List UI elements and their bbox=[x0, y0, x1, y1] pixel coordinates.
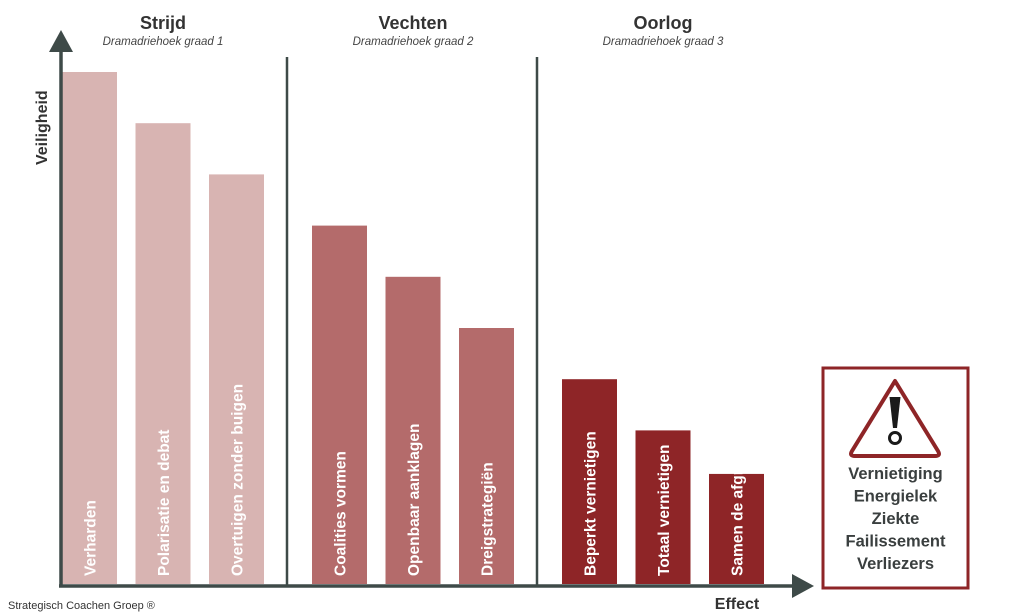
bar-label: Samen de afgrond in bbox=[730, 423, 747, 576]
group-subtitle: Dramadriehoek graad 3 bbox=[603, 36, 724, 48]
group-title: Oorlog bbox=[634, 13, 693, 33]
warning-text: Vernietiging Energielek Ziekte Failissement… bbox=[846, 465, 946, 573]
warning-line: Failissement bbox=[846, 533, 946, 551]
y-axis-arrow-icon bbox=[49, 30, 73, 52]
group-title: Vechten bbox=[378, 13, 447, 33]
warning-line: Verliezers bbox=[857, 555, 934, 573]
bar-label: Polarisatie en debat bbox=[156, 430, 173, 576]
bars: Verharden Polarisatie en debat Overtuigen … bbox=[62, 72, 764, 584]
group-subtitle: Dramadriehoek graad 1 bbox=[103, 36, 224, 48]
x-axis-label: Effect bbox=[715, 596, 760, 613]
y-axis-label: Veiligheid bbox=[34, 90, 51, 165]
bar-label: Beperkt vernietigen bbox=[583, 431, 600, 576]
warning-triangle-icon bbox=[849, 379, 941, 458]
bar bbox=[709, 473, 764, 584]
bar bbox=[135, 123, 191, 584]
bar bbox=[385, 276, 441, 584]
bar bbox=[562, 379, 617, 584]
group-title: Strijd bbox=[140, 13, 186, 33]
bar-label: Coalities vormen bbox=[333, 451, 350, 576]
axes: Veiligheid Effect bbox=[34, 30, 814, 613]
footer-credit: Strategisch Coachen Groep ® bbox=[8, 600, 155, 612]
bar-label: Verharden bbox=[83, 500, 100, 576]
group-dividers bbox=[285, 57, 539, 586]
bar bbox=[635, 430, 691, 584]
bar bbox=[209, 174, 264, 584]
bar-label: Totaal vernietigen bbox=[656, 445, 673, 577]
warning-box: Vernietiging Energielek Ziekte Failissement… bbox=[821, 366, 970, 590]
warning-line: Ziekte bbox=[872, 510, 920, 528]
group-subtitle: Dramadriehoek graad 2 bbox=[353, 36, 474, 48]
bar bbox=[312, 225, 367, 584]
warning-line: Vernietiging bbox=[848, 465, 942, 483]
bar-label: Dreigstrategiën bbox=[480, 462, 497, 576]
group-titles: Strijd Dramadriehoek graad 1 Vechten Dramad… bbox=[103, 13, 724, 48]
bar bbox=[62, 72, 117, 584]
bar-label: Overtuigen zonder buigen bbox=[230, 384, 247, 576]
bar bbox=[459, 328, 514, 584]
warning-line: Energielek bbox=[854, 488, 938, 506]
bar-label: Openbaar aanklagen bbox=[406, 424, 423, 576]
x-axis-arrow-icon bbox=[792, 574, 814, 598]
